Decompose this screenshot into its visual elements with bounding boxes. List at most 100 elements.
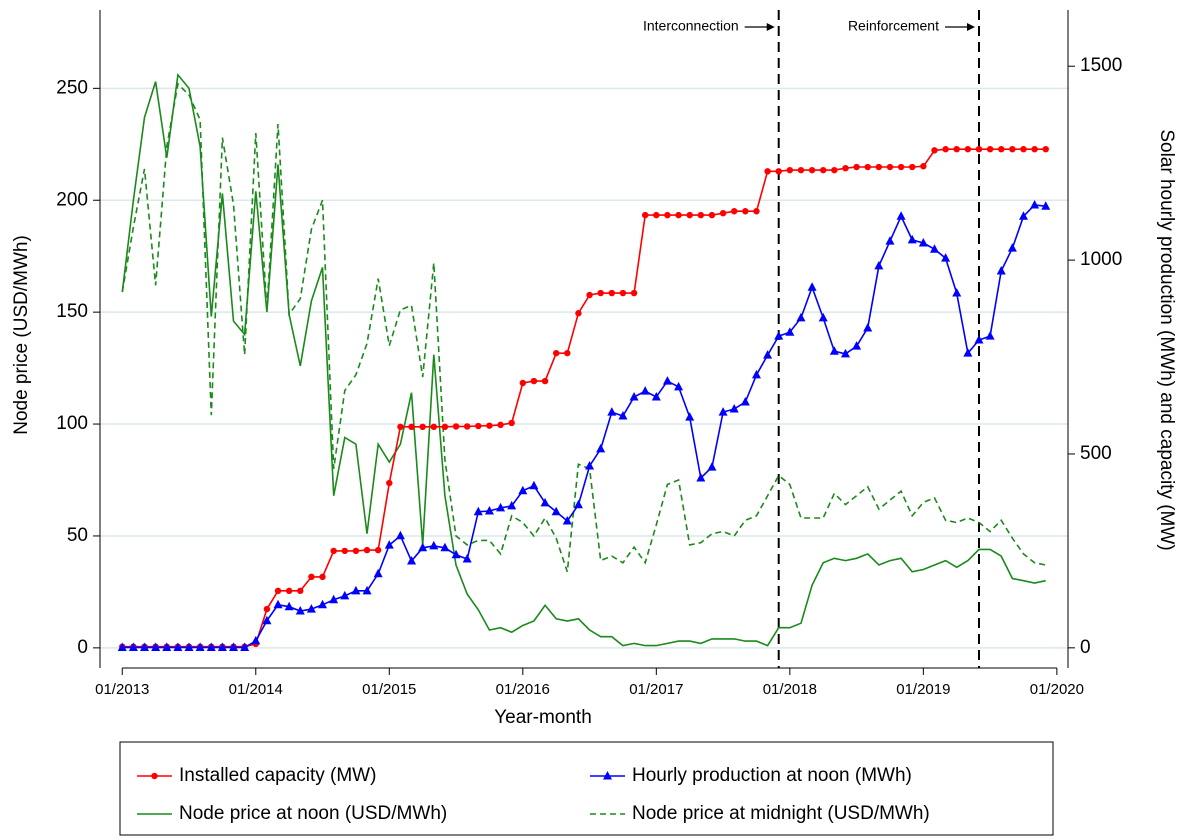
- point: [140, 642, 150, 651]
- y-tick-label: 200: [56, 189, 88, 210]
- point: [685, 412, 695, 421]
- point: [585, 460, 595, 470]
- point: [240, 642, 250, 651]
- point: [775, 168, 782, 175]
- point: [931, 147, 938, 154]
- point: [274, 587, 282, 595]
- point: [363, 546, 371, 554]
- point: [562, 516, 572, 525]
- point: [897, 163, 905, 171]
- point: [729, 403, 739, 413]
- legend-label: Hourly production at noon (MWh): [632, 765, 912, 786]
- point: [986, 145, 994, 153]
- point: [1009, 145, 1016, 153]
- point: [653, 211, 660, 219]
- point: [852, 341, 862, 350]
- point: [603, 771, 612, 780]
- point: [564, 349, 571, 357]
- y2-tick-label: 1000: [1080, 249, 1122, 270]
- point: [907, 234, 917, 244]
- point: [796, 312, 806, 322]
- point: [496, 502, 506, 512]
- point: [629, 391, 639, 401]
- point: [575, 310, 582, 317]
- point: [975, 145, 983, 153]
- point: [831, 166, 838, 174]
- point: [640, 386, 650, 395]
- y-tick-label: 150: [56, 301, 88, 322]
- point: [1042, 145, 1049, 153]
- point: [452, 423, 460, 430]
- point: [397, 423, 404, 431]
- point: [373, 568, 383, 578]
- point: [462, 554, 472, 563]
- point: [308, 573, 315, 581]
- x-tick-label: 01/2020: [1030, 681, 1084, 698]
- series-line: [122, 204, 1046, 649]
- point: [306, 604, 316, 613]
- point: [875, 163, 883, 171]
- point: [262, 615, 272, 625]
- point: [475, 422, 482, 430]
- point: [508, 419, 515, 427]
- point: [596, 443, 606, 453]
- point: [675, 211, 682, 219]
- point: [263, 605, 271, 613]
- point: [941, 253, 951, 262]
- x-tick-label: 01/2015: [362, 681, 416, 698]
- y-axis-label: Node price (USD/MWh): [11, 235, 32, 435]
- point: [151, 642, 161, 651]
- series-line: [121, 72, 1046, 647]
- point: [362, 585, 372, 595]
- legend-label: Node price at noon (USD/MWh): [179, 803, 447, 824]
- point: [173, 642, 183, 651]
- point: [162, 642, 172, 651]
- point: [929, 244, 939, 253]
- point: [229, 642, 239, 651]
- point: [829, 346, 839, 355]
- x-axis-label: Year-month: [494, 707, 592, 728]
- point: [630, 289, 638, 297]
- point: [641, 211, 649, 219]
- point: [886, 163, 894, 171]
- point: [820, 166, 827, 174]
- point: [742, 208, 749, 215]
- point: [920, 163, 927, 170]
- point: [597, 289, 604, 297]
- event-label: Reinforcement: [848, 18, 939, 34]
- point: [674, 381, 684, 391]
- point: [718, 407, 728, 416]
- point: [751, 369, 761, 379]
- point: [586, 291, 593, 299]
- point: [985, 331, 995, 340]
- point: [217, 642, 227, 651]
- point: [840, 348, 850, 358]
- event-arrowhead: [766, 23, 775, 31]
- point: [662, 376, 672, 385]
- point: [386, 479, 393, 487]
- point: [1031, 145, 1038, 153]
- point: [441, 423, 449, 431]
- point: [998, 145, 1005, 153]
- point: [686, 211, 693, 219]
- x-tick-label: 01/2016: [496, 681, 550, 698]
- point: [651, 391, 661, 401]
- point: [395, 530, 405, 540]
- point: [151, 772, 158, 780]
- point: [408, 423, 415, 431]
- point: [297, 587, 304, 595]
- point: [486, 422, 493, 429]
- x-tick-label: 01/2019: [896, 681, 950, 698]
- series-line: [121, 82, 1046, 573]
- point: [740, 397, 750, 406]
- point: [763, 350, 773, 359]
- point: [518, 485, 528, 495]
- point: [1041, 201, 1051, 210]
- x-tick-label: 01/2013: [95, 681, 149, 698]
- point: [963, 348, 973, 357]
- point: [786, 166, 794, 174]
- point: [340, 590, 350, 600]
- point: [284, 601, 294, 611]
- point: [719, 209, 727, 217]
